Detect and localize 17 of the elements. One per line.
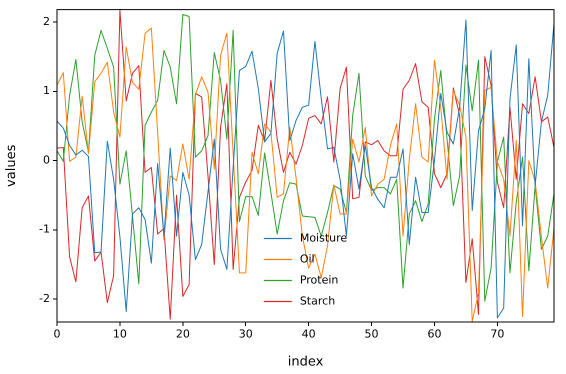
x-tick-label: 10 [112,327,127,340]
legend-label: Protein [300,273,338,286]
y-tick-label: 2 [43,14,50,28]
x-axis-title: index [288,354,324,370]
x-tick-label: 40 [302,327,316,340]
x-tick-label: 30 [238,327,253,340]
x-tick-label: 0 [54,327,60,340]
y-tick-label: 0 [43,153,50,166]
x-tick-label: 50 [364,327,379,340]
legend-label: Starch [300,294,336,308]
y-axis-title: values [4,144,20,187]
x-tick-label: 20 [176,327,190,340]
y-tick-label: 1 [43,84,50,98]
y-tick-label: -2 [39,292,50,305]
x-tick-label: 70 [490,327,504,340]
x-tick-label: 60 [427,327,442,340]
y-tick-label: -1 [39,222,50,236]
